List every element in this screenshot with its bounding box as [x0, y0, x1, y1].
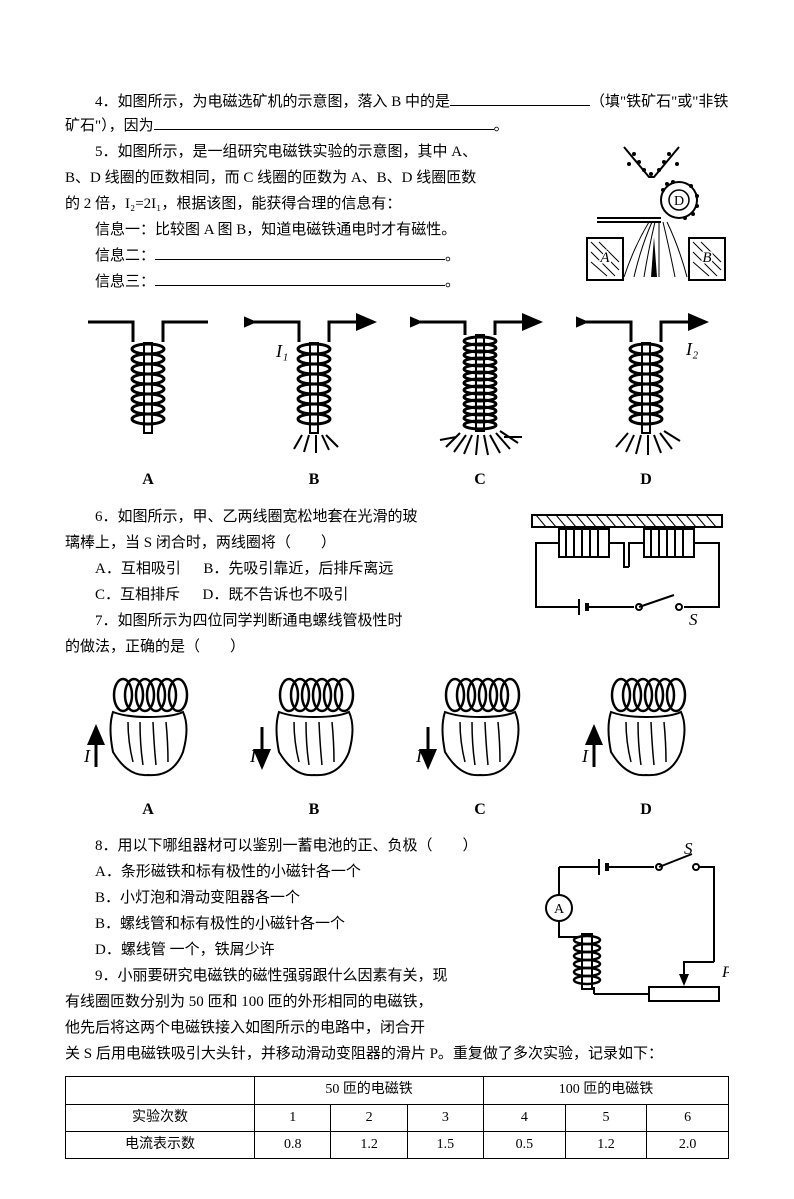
q6-optC[interactable]: C．互相排斥 [95, 587, 180, 603]
q7-label-A: A [78, 797, 218, 823]
q5-label-A: A [78, 467, 218, 493]
curr-1: 0.8 [255, 1131, 331, 1158]
svg-text:P: P [721, 964, 729, 981]
svg-text:A: A [554, 902, 565, 917]
svg-text:S: S [684, 842, 693, 858]
curr-4: 0.5 [484, 1131, 566, 1158]
q5-info3-label: 信息三： [95, 274, 155, 290]
svg-text:I: I [415, 746, 423, 766]
q5-info3-blank[interactable] [155, 285, 445, 286]
svg-text:I₁: I₁ [275, 341, 288, 361]
q9-data-table: 50 匝的电磁铁 100 匝的电磁铁 实验次数 1 2 3 4 5 6 电流表示… [65, 1076, 729, 1159]
trial-3: 3 [407, 1104, 483, 1131]
q6-circuit-diagram: S [524, 507, 729, 645]
q4-stem: 4．如图所示，为电磁选矿机的示意图，落入 B 中的是（填"铁矿石"或"非铁矿石"… [65, 90, 729, 138]
svg-text:I: I [581, 746, 589, 766]
q7-hand-D: I D [576, 667, 716, 823]
q5-coil-C: C [410, 307, 550, 493]
curr-5: 1.2 [565, 1131, 647, 1158]
table-row-trials-label: 实验次数 [66, 1104, 255, 1131]
svg-text:A: A [599, 250, 610, 266]
trial-4: 4 [484, 1104, 566, 1131]
q7-hand-B: I B [244, 667, 384, 823]
curr-3: 1.5 [407, 1131, 483, 1158]
svg-text:B: B [702, 250, 711, 266]
table-corner [66, 1077, 255, 1104]
q4-text-c: 。 [494, 118, 509, 134]
q5-info2-label: 信息二： [95, 248, 155, 264]
q5-label-D: D [576, 467, 716, 493]
trial-2: 2 [331, 1104, 407, 1131]
table-head-100: 100 匝的电磁铁 [484, 1077, 729, 1104]
svg-text:I₂: I₂ [685, 339, 698, 359]
q5-coil-A: A [78, 307, 218, 493]
q6-optB[interactable]: B．先吸引靠近，后排斥离远 [203, 561, 393, 577]
q9-l4: 关 S 后用电磁铁吸引大头针，并移动滑动变阻器的滑片 P。重复做了多次实验，记录… [65, 1042, 729, 1066]
curr-2: 1.2 [331, 1131, 407, 1158]
q5-separator-diagram: D A A [579, 142, 729, 295]
q5-info2-end: 。 [445, 248, 460, 264]
svg-text:I: I [83, 746, 91, 766]
trial-6: 6 [647, 1104, 729, 1131]
svg-text:D: D [674, 194, 684, 209]
q9-circuit-diagram: S P A [534, 842, 729, 1025]
q7-label-B: B [244, 797, 384, 823]
table-head-50: 50 匝的电磁铁 [255, 1077, 484, 1104]
q7-hand-C: I C [410, 667, 550, 823]
q7-hand-A: I A [78, 667, 218, 823]
q6-optA[interactable]: A．互相吸引 [95, 561, 181, 577]
q5-info2-blank[interactable] [155, 259, 445, 260]
curr-6: 2.0 [647, 1131, 729, 1158]
q7-label-C: C [410, 797, 550, 823]
q7-diagram-row: I A I B I [65, 667, 729, 823]
table-row-currents: 电流表示数 0.8 1.2 1.5 0.5 1.2 2.0 [66, 1131, 729, 1158]
q5-coil-D: I₂ D [576, 307, 716, 493]
q5-info3-end: 。 [445, 274, 460, 290]
q6-optD[interactable]: D．既不告诉也不吸引 [203, 587, 349, 603]
q7-label-D: D [576, 797, 716, 823]
svg-text:I: I [249, 746, 257, 766]
q4-blank-2[interactable] [154, 129, 494, 130]
q5-label-B: B [244, 467, 384, 493]
q5-label-C: C [410, 467, 550, 493]
q4-blank-1[interactable] [450, 105, 590, 106]
table-row-trials: 实验次数 1 2 3 4 5 6 [66, 1104, 729, 1131]
trial-5: 5 [565, 1104, 647, 1131]
q4-text-a: 4．如图所示，为电磁选矿机的示意图，落入 B 中的是 [95, 94, 450, 110]
q5-diagram-row: A I₁ B [65, 307, 729, 493]
table-row-currents-label: 电流表示数 [66, 1131, 255, 1158]
svg-text:S: S [689, 610, 698, 629]
q5-coil-B: I₁ B [244, 307, 384, 493]
trial-1: 1 [255, 1104, 331, 1131]
